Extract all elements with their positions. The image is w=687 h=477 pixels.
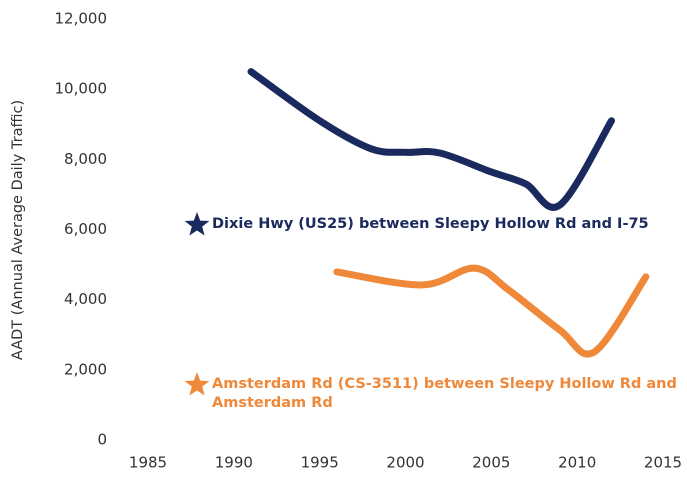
series-line (247, 68, 615, 211)
series-line (333, 264, 650, 358)
x-tick-label: 1985 (129, 454, 167, 472)
y-tick-label: 10,000 (55, 80, 108, 98)
y-tick-label: 6,000 (64, 220, 107, 238)
x-tick-label: 2010 (558, 454, 596, 472)
legend-label: Dixie Hwy (US25) between Sleepy Hollow R… (212, 216, 649, 232)
y-axis-label: AADT (Annual Average Daily Traffic) (10, 100, 26, 360)
legend-star (184, 212, 210, 236)
x-tick-label: 1995 (301, 454, 339, 472)
y-tick-label: 2,000 (64, 360, 107, 378)
x-tick-label: 2015 (644, 454, 682, 472)
legend-label: Amsterdam Rd (CS-3511) between Sleepy Ho… (212, 376, 677, 411)
y-tick-label: 8,000 (64, 150, 107, 168)
y-tick-label: 12,000 (55, 10, 108, 28)
x-tick-label: 1990 (215, 454, 253, 472)
x-tick-label: 2005 (472, 454, 510, 472)
legend-star (184, 372, 210, 396)
x-tick-label: 2000 (386, 454, 424, 472)
y-tick-label: 0 (97, 431, 107, 449)
y-tick-label: 4,000 (64, 290, 107, 308)
